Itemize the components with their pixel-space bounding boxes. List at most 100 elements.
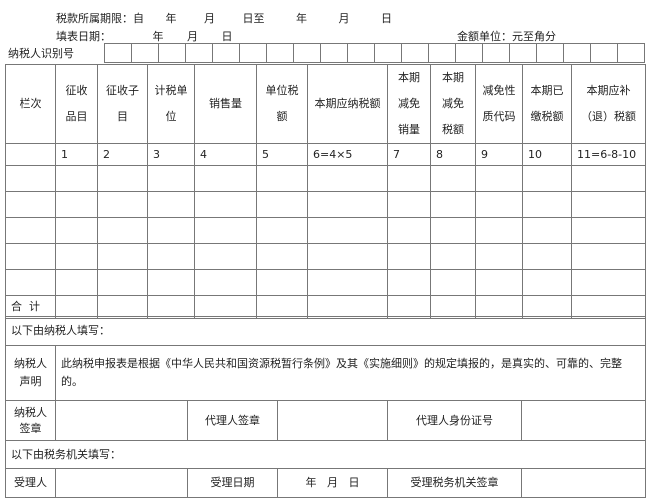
table-cell[interactable] bbox=[147, 191, 195, 218]
taxpayer-id-box[interactable] bbox=[590, 43, 618, 63]
table-cell[interactable] bbox=[97, 269, 148, 296]
table-cell[interactable] bbox=[430, 269, 476, 296]
table-cell[interactable] bbox=[430, 243, 476, 270]
taxpayer-id-box[interactable] bbox=[239, 43, 267, 63]
table-cell[interactable] bbox=[430, 217, 476, 244]
table-cell[interactable] bbox=[5, 269, 56, 296]
table-cell[interactable] bbox=[307, 191, 388, 218]
table-cell[interactable] bbox=[97, 217, 148, 244]
table-cell[interactable] bbox=[387, 165, 431, 192]
table-cell[interactable] bbox=[430, 191, 476, 218]
table-cell[interactable] bbox=[256, 191, 308, 218]
receive-date-label: 受理日期 bbox=[187, 468, 278, 498]
taxpayer-id-box[interactable] bbox=[320, 43, 348, 63]
table-cell[interactable] bbox=[5, 243, 56, 270]
taxpayer-id-box[interactable] bbox=[212, 43, 240, 63]
table-cell[interactable] bbox=[307, 217, 388, 244]
taxpayer-id-box[interactable] bbox=[509, 43, 537, 63]
table-cell[interactable] bbox=[475, 269, 523, 296]
table-cell[interactable] bbox=[194, 243, 257, 270]
table-cell[interactable] bbox=[522, 191, 572, 218]
table-cell[interactable] bbox=[5, 191, 56, 218]
table-cell[interactable] bbox=[307, 243, 388, 270]
column-header: 本期应纳税额 bbox=[307, 64, 388, 144]
column-index: 4 bbox=[194, 143, 257, 166]
table-cell[interactable] bbox=[5, 217, 56, 244]
total-cell[interactable] bbox=[147, 295, 195, 319]
table-cell[interactable] bbox=[97, 165, 148, 192]
table-cell[interactable] bbox=[475, 165, 523, 192]
table-cell[interactable] bbox=[522, 165, 572, 192]
table-cell[interactable] bbox=[387, 217, 431, 244]
table-cell[interactable] bbox=[571, 191, 646, 218]
table-cell[interactable] bbox=[55, 217, 98, 244]
total-cell[interactable] bbox=[387, 295, 431, 319]
taxpayer-id-box[interactable] bbox=[266, 43, 294, 63]
table-cell[interactable] bbox=[571, 243, 646, 270]
agent-id-field[interactable] bbox=[521, 400, 646, 441]
taxpayer-id-box[interactable] bbox=[293, 43, 321, 63]
taxpayer-id-box[interactable] bbox=[563, 43, 591, 63]
taxpayer-id-box[interactable] bbox=[482, 43, 510, 63]
table-cell[interactable] bbox=[55, 191, 98, 218]
table-cell[interactable] bbox=[387, 269, 431, 296]
table-cell[interactable] bbox=[5, 165, 56, 192]
table-cell[interactable] bbox=[55, 269, 98, 296]
table-cell[interactable] bbox=[571, 217, 646, 244]
agent-signature-field[interactable] bbox=[277, 400, 388, 441]
taxpayer-id-box[interactable] bbox=[374, 43, 402, 63]
authority-seal-field[interactable] bbox=[521, 468, 646, 498]
taxpayer-id-box[interactable] bbox=[536, 43, 564, 63]
taxpayer-id-box[interactable] bbox=[104, 43, 132, 63]
taxpayer-id-box[interactable] bbox=[401, 43, 429, 63]
table-cell[interactable] bbox=[307, 269, 388, 296]
table-cell[interactable] bbox=[194, 191, 257, 218]
declaration-text: 此纳税申报表是根据《中华人民共和国资源税暂行条例》及其《实施细则》的规定填报的，… bbox=[55, 345, 646, 401]
total-cell[interactable] bbox=[430, 295, 476, 319]
table-cell[interactable] bbox=[475, 217, 523, 244]
authority-section-label: 以下由税务机关填写： bbox=[5, 440, 646, 469]
table-cell[interactable] bbox=[194, 217, 257, 244]
table-cell[interactable] bbox=[475, 191, 523, 218]
table-cell[interactable] bbox=[387, 191, 431, 218]
table-cell[interactable] bbox=[430, 165, 476, 192]
table-cell[interactable] bbox=[194, 165, 257, 192]
taxpayer-id-box[interactable] bbox=[131, 43, 159, 63]
receiver-field[interactable] bbox=[55, 468, 188, 498]
total-cell[interactable] bbox=[194, 295, 257, 319]
table-cell[interactable] bbox=[475, 243, 523, 270]
table-cell[interactable] bbox=[55, 243, 98, 270]
table-cell[interactable] bbox=[307, 165, 388, 192]
table-cell[interactable] bbox=[147, 243, 195, 270]
table-cell[interactable] bbox=[522, 243, 572, 270]
taxpayer-signature-field[interactable] bbox=[55, 400, 188, 441]
table-cell[interactable] bbox=[522, 269, 572, 296]
table-cell[interactable] bbox=[571, 165, 646, 192]
taxpayer-id-boxes[interactable] bbox=[104, 43, 645, 63]
taxpayer-signature-label: 纳税人签章 bbox=[5, 400, 56, 441]
total-cell[interactable] bbox=[475, 295, 523, 319]
table-cell[interactable] bbox=[55, 165, 98, 192]
taxpayer-id-box[interactable] bbox=[455, 43, 483, 63]
table-cell[interactable] bbox=[194, 269, 257, 296]
table-cell[interactable] bbox=[387, 243, 431, 270]
taxpayer-id-box[interactable] bbox=[617, 43, 645, 63]
taxpayer-id-box[interactable] bbox=[347, 43, 375, 63]
table-cell[interactable] bbox=[97, 191, 148, 218]
taxpayer-id-box[interactable] bbox=[185, 43, 213, 63]
table-cell[interactable] bbox=[97, 243, 148, 270]
table-cell[interactable] bbox=[522, 217, 572, 244]
table-cell[interactable] bbox=[147, 269, 195, 296]
table-cell[interactable] bbox=[256, 243, 308, 270]
table-cell[interactable] bbox=[256, 269, 308, 296]
table-cell[interactable] bbox=[147, 217, 195, 244]
taxpayer-id-box[interactable] bbox=[158, 43, 186, 63]
table-cell[interactable] bbox=[256, 165, 308, 192]
total-cell[interactable] bbox=[307, 295, 388, 319]
table-cell[interactable] bbox=[256, 217, 308, 244]
declaration-table: 以下由纳税人填写： 纳税人声明 此纳税申报表是根据《中华人民共和国资源税暂行条例》… bbox=[5, 316, 646, 498]
table-cell[interactable] bbox=[147, 165, 195, 192]
receive-date-field[interactable]: 年 月 日 bbox=[277, 468, 388, 498]
table-cell[interactable] bbox=[571, 269, 646, 296]
taxpayer-id-box[interactable] bbox=[428, 43, 456, 63]
